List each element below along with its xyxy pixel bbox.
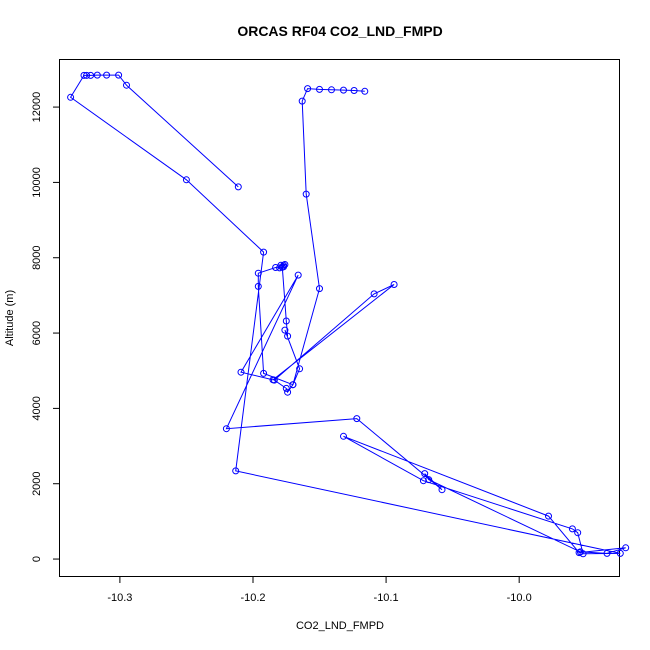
data-point — [425, 476, 433, 484]
data-point — [579, 550, 587, 558]
data-point — [574, 529, 582, 537]
data-point — [296, 365, 304, 373]
data-point — [93, 71, 101, 79]
data-point — [87, 71, 95, 79]
series-line — [69, 74, 626, 555]
data-point — [294, 271, 302, 279]
data-point — [568, 525, 576, 533]
data-point — [67, 93, 75, 101]
y-tick-label: 12000 — [31, 92, 43, 123]
data-point — [272, 264, 280, 271]
data-point — [419, 477, 427, 485]
data-point — [282, 384, 290, 392]
x-tick-label: -10.0 — [507, 592, 532, 604]
y-tick-label: 8000 — [31, 245, 43, 269]
data-point — [340, 432, 347, 440]
data-point — [254, 282, 262, 290]
y-tick-label: 4000 — [31, 396, 43, 420]
data-point — [232, 467, 240, 475]
x-axis: -10.3 -10.2 -10.1 -10.0 — [107, 576, 532, 604]
data-point — [370, 290, 378, 298]
data-point — [390, 281, 398, 288]
data-point — [284, 332, 292, 340]
data-point — [289, 381, 297, 389]
plot-frame — [59, 59, 620, 577]
x-axis-label: CO2_LND_FMPD — [296, 620, 384, 632]
data-point — [421, 470, 429, 478]
data-point — [254, 269, 262, 277]
data-point — [278, 263, 286, 271]
x-tick-label: -10.3 — [107, 592, 132, 604]
data-point — [276, 264, 284, 272]
data-point — [234, 183, 242, 191]
data-point — [260, 369, 268, 377]
data-point — [282, 317, 290, 325]
data-point — [182, 176, 190, 184]
data-point — [603, 549, 611, 557]
data-point — [222, 425, 230, 433]
data-point — [103, 71, 111, 79]
y-axis-label: Altitude (m) — [4, 290, 16, 346]
data-point — [80, 71, 88, 79]
data-point — [281, 326, 289, 334]
data-point — [575, 549, 583, 557]
data-point — [622, 544, 630, 552]
y-tick-label: 6000 — [31, 321, 43, 345]
data-point — [269, 376, 277, 384]
data-point — [237, 368, 245, 376]
data-point — [353, 415, 361, 423]
data-point — [298, 97, 306, 105]
data-point — [438, 486, 446, 494]
data-point — [284, 388, 292, 396]
x-tick-label: -10.2 — [240, 592, 265, 604]
data-point — [115, 71, 123, 79]
data-point — [316, 85, 323, 93]
x-tick-label: -10.1 — [374, 592, 399, 604]
data-point — [260, 248, 268, 256]
data-point — [328, 86, 335, 94]
y-tick-label: 0 — [31, 556, 43, 562]
plot-content — [67, 71, 630, 558]
data-point — [304, 85, 312, 93]
y-tick-label: 2000 — [31, 471, 43, 495]
data-point — [316, 285, 323, 293]
data-point — [340, 86, 347, 94]
data-point — [83, 71, 91, 79]
data-point — [361, 87, 369, 95]
data-point — [616, 549, 624, 557]
data-point — [123, 81, 130, 89]
chart-title: ORCAS RF04 CO2_LND_FMPD — [237, 23, 442, 39]
y-axis: 0 2000 4000 6000 8000 10000 12000 — [31, 92, 60, 562]
y-tick-label: 10000 — [31, 167, 43, 198]
data-point — [302, 190, 310, 198]
data-point — [545, 512, 552, 520]
data-point — [350, 87, 358, 94]
